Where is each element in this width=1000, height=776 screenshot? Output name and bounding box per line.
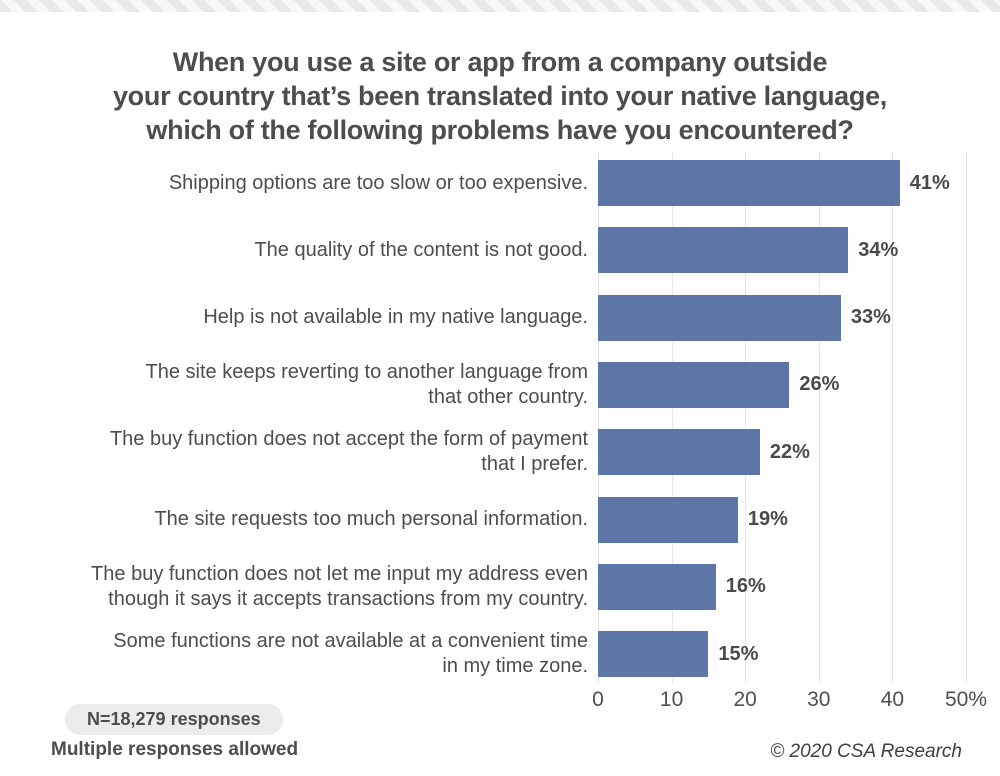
bar [598, 496, 738, 543]
category-label: The buy function does not let me input m… [91, 562, 588, 610]
decorative-stripe-band [0, 0, 1000, 12]
bar [598, 160, 900, 206]
chart-row: The buy function does not let me input m… [0, 562, 1000, 610]
value-label: 26% [799, 373, 840, 396]
value-label: 33% [850, 306, 891, 329]
chart-row: Help is not available in my native langu… [0, 294, 1000, 341]
x-tick-label: 50% [944, 688, 988, 711]
sample-size-badge: N=18,279 responses [65, 704, 283, 735]
gridline [598, 152, 599, 684]
category-label: Help is not available in my native langu… [203, 306, 588, 329]
value-label: 41% [909, 171, 950, 194]
x-tick-label: 40 [880, 688, 905, 711]
bar [598, 361, 790, 408]
value-label: 16% [725, 575, 766, 598]
category-label: Shipping options are too slow or too exp… [168, 171, 588, 194]
x-tick-label: 0 [592, 688, 604, 711]
value-label: 22% [769, 440, 810, 463]
chart-row: The site requests too much personal info… [0, 496, 1000, 543]
gridline [966, 152, 967, 684]
gridline [818, 152, 820, 684]
bar [598, 631, 709, 678]
gridline [745, 152, 747, 684]
chart-row: The buy function does not accept the for… [0, 428, 1000, 476]
x-tick-label: 20 [733, 688, 757, 711]
category-label: The buy function does not accept the for… [109, 428, 588, 476]
category-label: Some functions are not available at a co… [113, 630, 588, 678]
chart-row: The site keeps reverting to another lang… [0, 360, 1000, 408]
category-label: The site keeps reverting to another lang… [145, 360, 588, 408]
chart-row: The quality of the content is not good. 3… [0, 227, 1000, 274]
x-axis: 0 10 20 30 40 50% [592, 688, 987, 714]
value-label: 15% [718, 642, 759, 665]
value-label: 34% [858, 238, 899, 261]
gridline [892, 152, 894, 684]
x-tick-label: 30 [807, 688, 831, 711]
multiple-responses-note: Multiple responses allowed [51, 739, 299, 760]
chart-row: Some functions are not available at a co… [0, 630, 1000, 678]
chart-title: When you use a site or app from a compan… [112, 47, 888, 146]
bar [598, 294, 841, 341]
value-label: 19% [747, 508, 788, 530]
category-label: The quality of the content is not good. [254, 238, 588, 261]
bar [598, 227, 849, 274]
gridline [671, 152, 673, 684]
category-label: The site requests too much personal info… [154, 508, 588, 530]
bar [598, 563, 716, 610]
chart-row: Shipping options are too slow or too exp… [0, 160, 1000, 206]
x-tick-label: 10 [659, 688, 684, 711]
gridlines [598, 152, 967, 684]
bar [598, 429, 760, 476]
bar-chart: Shipping options are too slow or too exp… [0, 150, 1000, 686]
copyright-text: © 2020 CSA Research [770, 741, 962, 762]
